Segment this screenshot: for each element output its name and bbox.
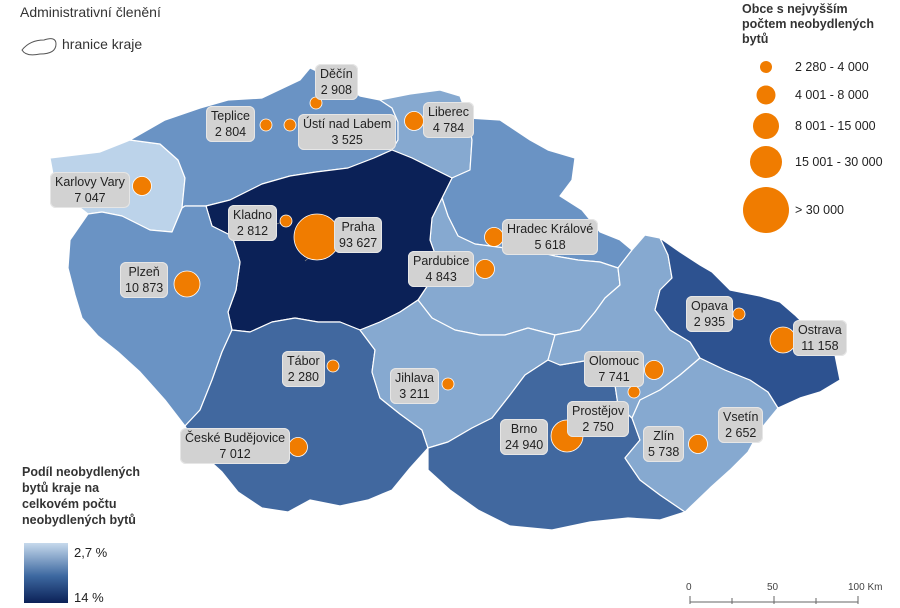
bubble-legend-title: Obce s nejvyšším počtem neobydlených byt… xyxy=(742,2,897,47)
border-legend-swatch xyxy=(21,38,57,56)
share-legend-title-line: neobydlených bytů xyxy=(22,513,136,527)
bubble-legend-label: > 30 000 xyxy=(795,203,845,217)
share-legend-title-line: celkovém počtu xyxy=(22,497,117,511)
city-label-prostejov: Prostějov 2 750 xyxy=(567,401,630,437)
bubble-legend-label: 2 280 - 4 000 xyxy=(795,60,869,74)
bubble-legend-label: 15 001 - 30 000 xyxy=(795,155,883,169)
city-label-vsetin: Vsetín 2 652 xyxy=(718,407,764,443)
city-label-brno: Brno 24 940 xyxy=(500,419,549,455)
bubble-legend-label: 4 001 - 8 000 xyxy=(795,88,869,102)
city-bubble-14 xyxy=(644,360,664,380)
share-legend-title-line: Podíl neobydlených xyxy=(22,465,141,479)
city-label-opava: Opava 2 935 xyxy=(686,296,733,332)
city-bubble-4 xyxy=(404,111,424,131)
city-bubble-5 xyxy=(132,176,152,196)
bubble-legend-title-line: počtem neobydlených xyxy=(742,17,874,31)
bubble-legend-title-line: Obce s nejvyšším xyxy=(742,2,848,16)
bubble-legend-symbol-5 xyxy=(743,187,789,233)
city-bubble-13 xyxy=(326,359,340,373)
city-bubble-9 xyxy=(475,259,495,279)
city-label-plzen: Plzeň 10 873 xyxy=(120,262,169,298)
city-label-kladno: Kladno 2 812 xyxy=(228,205,277,241)
city-label-praha: Praha 93 627 xyxy=(334,217,383,253)
ramp-max-label: 14 % xyxy=(74,590,104,605)
bubble-legend-symbol-3 xyxy=(753,113,779,139)
city-label-ceske-budejovice: České Budějovice 7 012 xyxy=(180,428,291,464)
city-bubble-15 xyxy=(441,377,455,391)
scale-tick-label: 100 Km xyxy=(848,582,883,593)
city-label-usti-nad-labem: Ústí nad Labem 3 525 xyxy=(298,114,397,150)
region-moravskoslezsky xyxy=(654,237,841,409)
share-color-ramp xyxy=(24,543,68,603)
city-label-pardubice: Pardubice 4 843 xyxy=(408,251,475,287)
city-bubble-2 xyxy=(259,118,273,132)
scale-bar xyxy=(689,596,859,604)
bubble-legend-title-line: bytů xyxy=(742,32,769,46)
scale-tick-label: 0 xyxy=(686,582,692,593)
city-label-ostrava: Ostrava 11 158 xyxy=(793,320,847,356)
bubble-legend-symbol-4 xyxy=(750,146,782,178)
city-label-jihlava: Jihlava 3 211 xyxy=(390,368,439,404)
ramp-min-label: 2,7 % xyxy=(74,545,108,560)
bubble-legend-symbol-1 xyxy=(760,61,772,73)
share-legend-title-line: bytů kraje na xyxy=(22,481,100,495)
admin-division-title: Administrativní členění xyxy=(20,4,161,20)
city-bubble-11 xyxy=(732,307,746,321)
city-label-karlovy-vary: Karlovy Vary 7 047 xyxy=(50,172,130,208)
city-bubble-19 xyxy=(688,434,708,454)
city-label-teplice: Teplice 2 804 xyxy=(206,106,255,142)
bubble-legend-label: 8 001 - 15 000 xyxy=(795,119,876,133)
city-label-olomouc: Olomouc 7 741 xyxy=(584,351,645,387)
border-legend-label: hranice kraje xyxy=(62,36,143,52)
city-bubble-6 xyxy=(279,214,293,228)
city-label-zlin: Zlín 5 738 xyxy=(643,426,685,462)
city-bubble-3 xyxy=(283,118,297,132)
city-label-hradec-kralove: Hradec Králové 5 618 xyxy=(502,219,599,255)
share-legend-title: Podíl neobydlených bytů kraje na celkové… xyxy=(22,464,192,528)
bubble-legend-symbol-2 xyxy=(756,85,776,105)
city-bubble-20 xyxy=(288,437,308,457)
city-bubble-16 xyxy=(627,385,641,399)
city-label-liberec: Liberec 4 784 xyxy=(423,102,474,138)
city-label-decin: Děčín 2 908 xyxy=(315,64,358,100)
city-label-tabor: Tábor 2 280 xyxy=(282,351,325,387)
city-bubble-10 xyxy=(173,270,201,298)
scale-tick-label: 50 xyxy=(767,582,779,593)
city-bubble-8 xyxy=(484,227,504,247)
